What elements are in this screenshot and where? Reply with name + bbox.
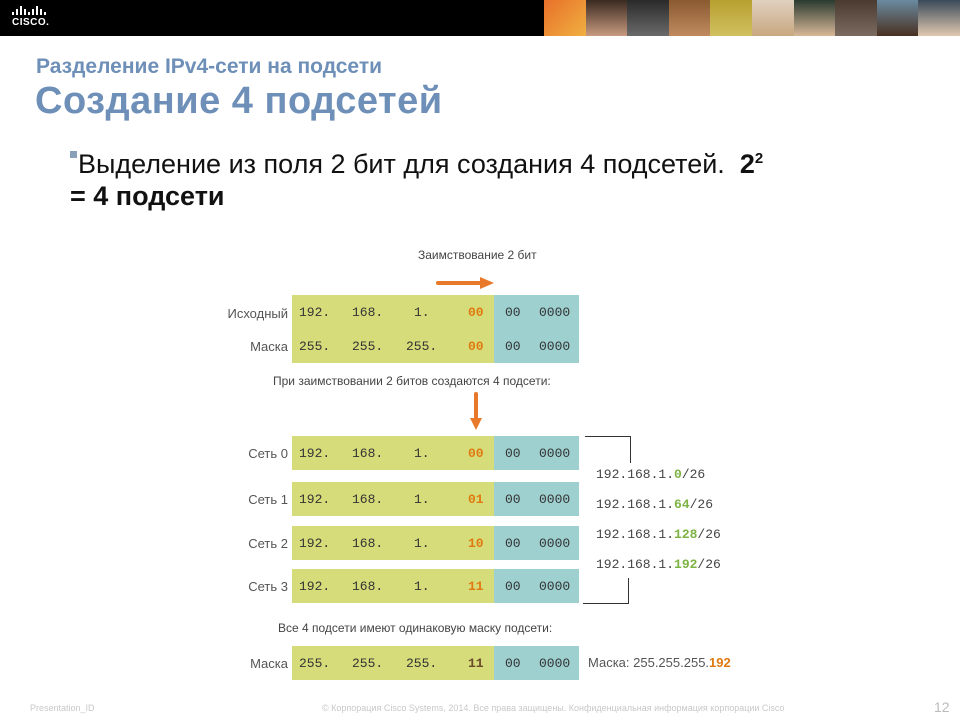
subnet-3-label: Сеть 3 <box>248 579 288 594</box>
octet-2: 168. <box>352 579 384 594</box>
octet-1: 192. <box>299 305 331 320</box>
octet-3: 1. <box>414 536 430 551</box>
host-bits-2: 0000 <box>539 339 571 354</box>
original-row: 192. 168. 1. 00 00 0000 <box>292 295 579 329</box>
octet-2: 255. <box>352 656 384 671</box>
host-bits-2: 0000 <box>539 305 571 320</box>
slide-subtitle: Разделение IPv4-сети на подсети <box>36 55 383 78</box>
bullet-text: Выделение из поля 2 бит для создания 4 п… <box>78 149 725 179</box>
subnet-0-address: 192.168.1.0/26 <box>596 467 706 482</box>
same-mask-caption: Все 4 подсети имеют одинаковую маску под… <box>278 621 553 635</box>
logo-text: CISCO. <box>12 17 50 28</box>
page-number: 12 <box>934 699 950 715</box>
host-bits-2: 0000 <box>539 492 571 507</box>
octet-2: 168. <box>352 492 384 507</box>
host-bits-1: 00 <box>505 305 521 320</box>
mask-result: Маска: 255.255.255.192 <box>588 655 731 670</box>
final-mask-row: 255. 255. 255. 11 00 0000 <box>292 646 579 680</box>
bracket-top <box>585 436 631 463</box>
host-bits-1: 00 <box>505 579 521 594</box>
octet-1: 192. <box>299 492 331 507</box>
cisco-logo: CISCO. <box>12 6 49 28</box>
host-bits-1: 00 <box>505 656 521 671</box>
octet-2: 168. <box>352 446 384 461</box>
slide-title: Создание 4 подсетей <box>35 80 443 122</box>
final-mask-label: Маска <box>250 656 288 671</box>
borrowed-bits: 01 <box>468 492 484 507</box>
subnet-0-label: Сеть 0 <box>248 446 288 461</box>
octet-3: 1. <box>414 579 430 594</box>
octet-2: 168. <box>352 305 384 320</box>
subnet-3-address: 192.168.1.192/26 <box>596 557 721 572</box>
subnets-caption: При заимствовании 2 битов создаются 4 по… <box>273 374 551 388</box>
mask-label: Маска <box>250 339 288 354</box>
octet-1: 192. <box>299 579 331 594</box>
borrowed-bits: 11 <box>468 656 484 671</box>
host-bits-1: 00 <box>505 492 521 507</box>
cisco-bars-icon <box>12 6 49 15</box>
subnet-1-label: Сеть 1 <box>248 492 288 507</box>
borrowed-bits: 10 <box>468 536 484 551</box>
host-bits-2: 0000 <box>539 536 571 551</box>
photo-banner <box>544 0 960 36</box>
octet-1: 255. <box>299 656 331 671</box>
top-bar: CISCO. <box>0 0 960 36</box>
borrow-caption: Заимствование 2 бит <box>418 248 537 262</box>
original-label: Исходный <box>227 306 288 321</box>
octet-3: 1. <box>414 492 430 507</box>
host-bits-1: 00 <box>505 339 521 354</box>
formula-exponent: 2 <box>754 150 764 167</box>
host-bits-1: 00 <box>505 446 521 461</box>
host-bits-2: 0000 <box>539 579 571 594</box>
formula-base: 2 <box>739 149 755 179</box>
borrowed-bits: 00 <box>468 305 484 320</box>
subnet-2-address: 192.168.1.128/26 <box>596 527 721 542</box>
subnet-2-row: 192. 168. 1. 10 00 0000 <box>292 526 579 560</box>
mask-row: 255. 255. 255. 00 00 0000 <box>292 329 579 363</box>
arrow-right-icon <box>436 277 494 289</box>
borrowed-bits: 00 <box>468 446 484 461</box>
octet-1: 192. <box>299 536 331 551</box>
subnet-1-row: 192. 168. 1. 01 00 0000 <box>292 482 579 516</box>
copyright: © Корпорация Cisco Systems, 2014. Все пр… <box>322 703 785 713</box>
subnet-3-row: 192. 168. 1. 11 00 0000 <box>292 569 579 603</box>
octet-3: 1. <box>414 446 430 461</box>
host-bits-1: 00 <box>505 536 521 551</box>
octet-3: 255. <box>406 656 438 671</box>
bullet-square-icon <box>70 151 77 158</box>
original-network-block <box>292 295 494 363</box>
formula-result: = 4 подсети <box>70 181 225 211</box>
subnet-1-address: 192.168.1.64/26 <box>596 497 714 512</box>
octet-1: 255. <box>299 339 331 354</box>
subnet-2-label: Сеть 2 <box>248 536 288 551</box>
host-bits-2: 0000 <box>539 446 571 461</box>
octet-2: 255. <box>352 339 384 354</box>
bracket-bottom <box>583 578 629 604</box>
octet-3: 255. <box>406 339 438 354</box>
octet-1: 192. <box>299 446 331 461</box>
borrowed-bits: 00 <box>468 339 484 354</box>
host-bits-2: 0000 <box>539 656 571 671</box>
presentation-id: Presentation_ID <box>30 703 95 713</box>
subnet-0-row: 192. 168. 1. 00 00 0000 <box>292 436 579 470</box>
octet-3: 1. <box>414 305 430 320</box>
bullet-point: Выделение из поля 2 бит для создания 4 п… <box>70 143 920 212</box>
borrowed-bits: 11 <box>468 579 484 594</box>
arrow-down-icon <box>470 392 482 430</box>
original-host-block <box>494 295 579 363</box>
octet-2: 168. <box>352 536 384 551</box>
